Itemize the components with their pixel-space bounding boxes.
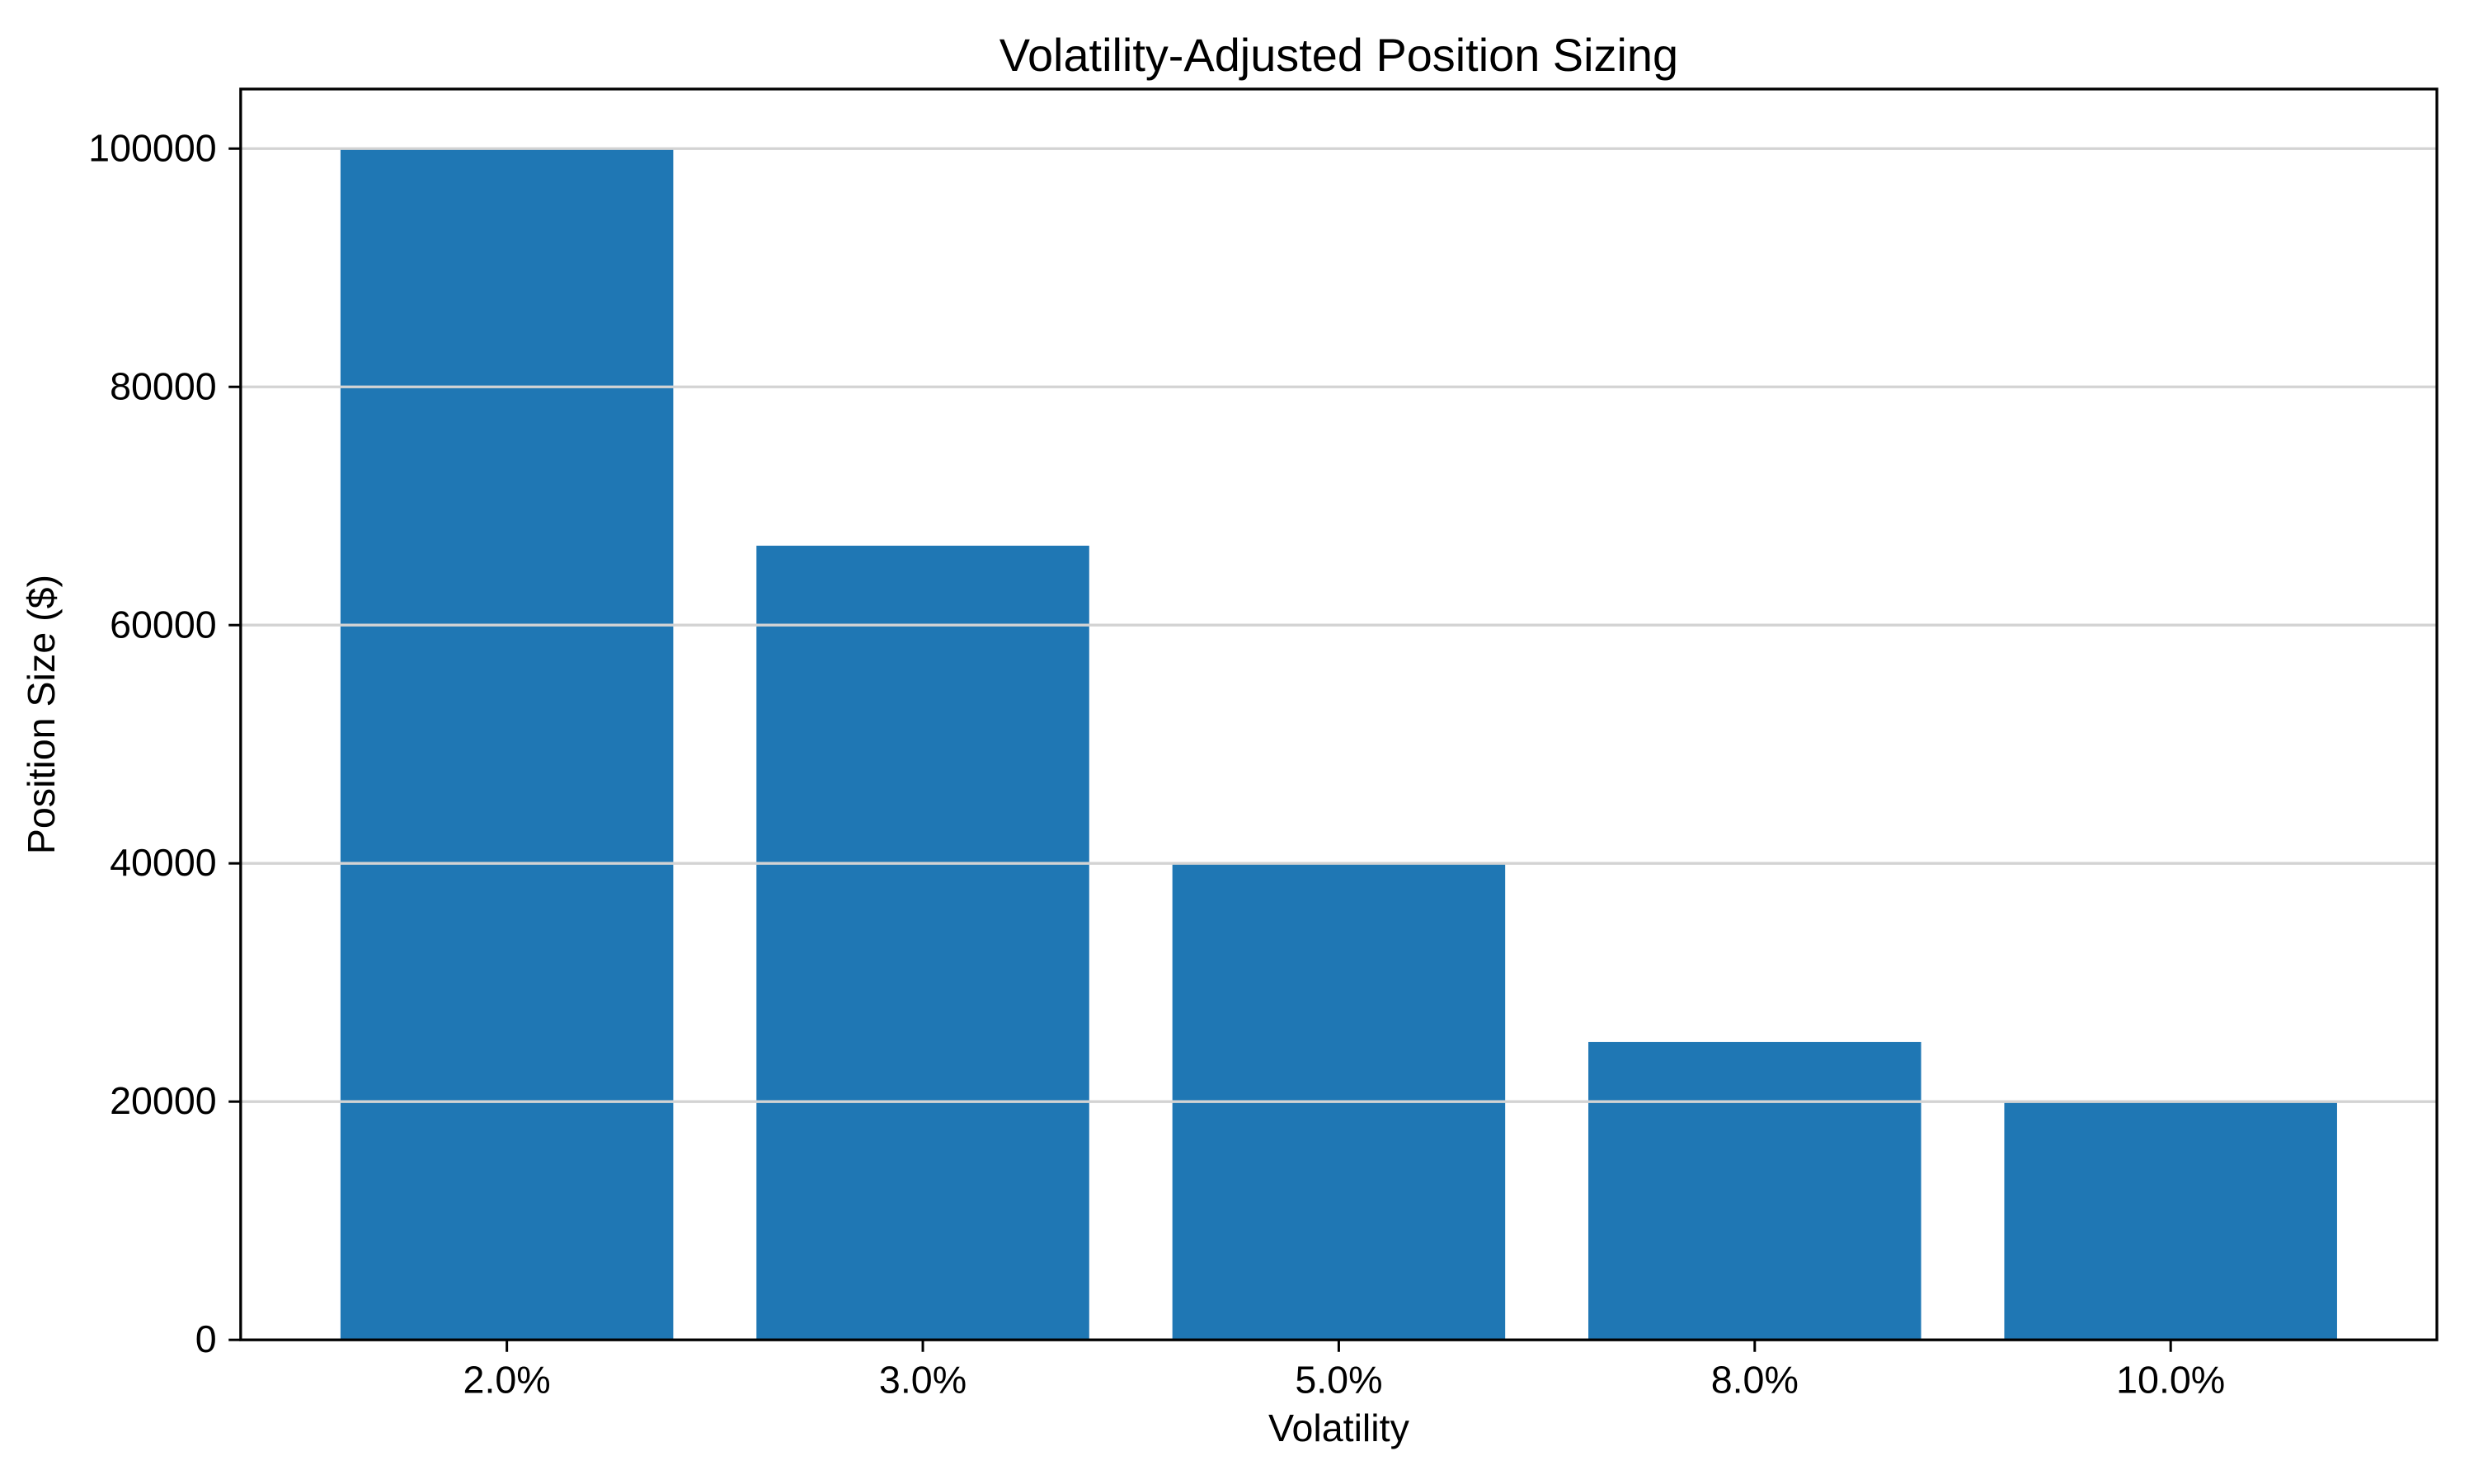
svg-text:3.0%: 3.0% <box>879 1359 967 1402</box>
svg-text:80000: 80000 <box>110 365 217 408</box>
svg-text:0: 0 <box>195 1317 217 1360</box>
svg-text:40000: 40000 <box>110 841 217 884</box>
svg-text:2.0%: 2.0% <box>463 1359 551 1402</box>
svg-text:100000: 100000 <box>88 127 216 170</box>
svg-text:5.0%: 5.0% <box>1295 1359 1382 1402</box>
svg-text:Volatility-Adjusted Position S: Volatility-Adjusted Position Sizing <box>999 29 1678 81</box>
svg-text:60000: 60000 <box>110 603 217 646</box>
svg-text:10.0%: 10.0% <box>2116 1359 2225 1402</box>
svg-text:Volatility: Volatility <box>1268 1407 1410 1449</box>
svg-text:8.0%: 8.0% <box>1711 1359 1799 1402</box>
svg-text:20000: 20000 <box>110 1079 217 1122</box>
svg-text:Position Size ($): Position Size ($) <box>20 575 63 854</box>
